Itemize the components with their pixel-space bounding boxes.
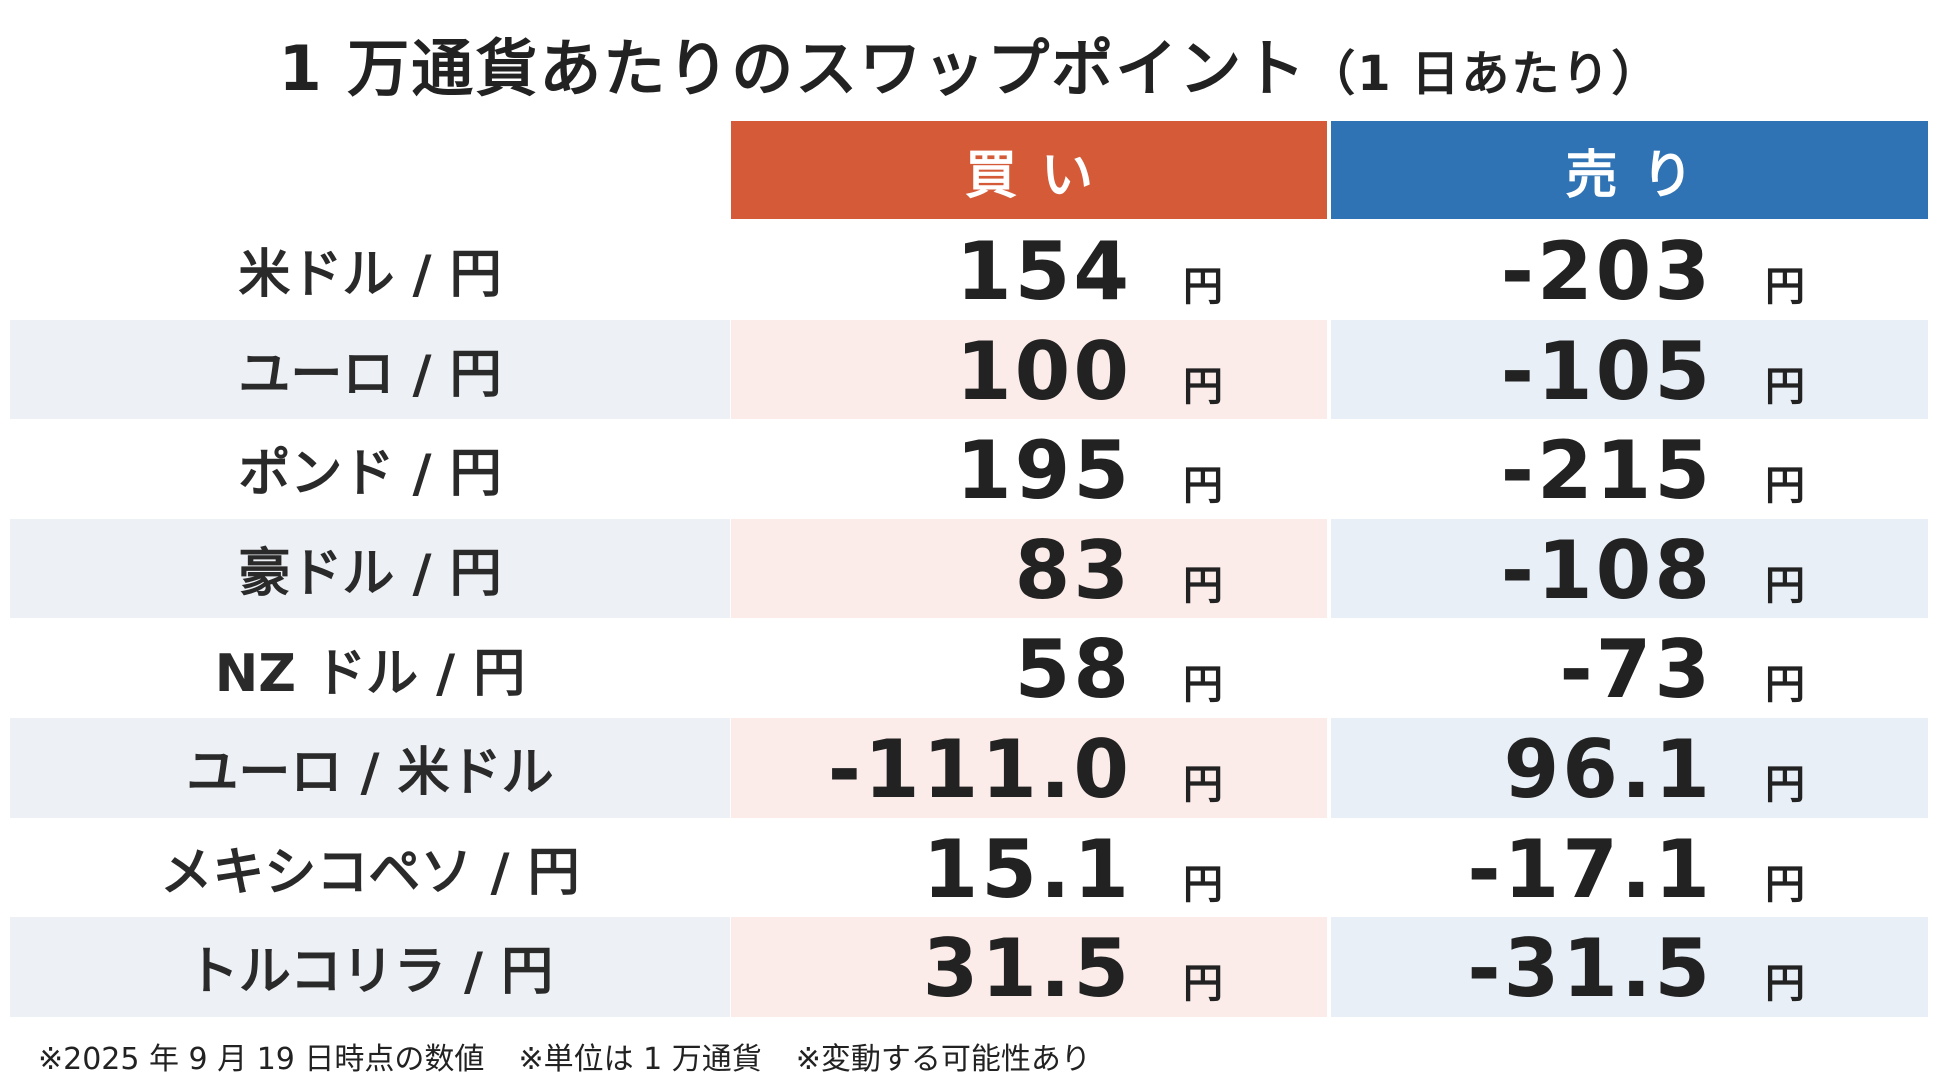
unit: 円 xyxy=(1765,762,1805,808)
value: 100 xyxy=(956,324,1132,418)
unit: 円 xyxy=(1183,363,1223,410)
value: -203 xyxy=(1500,225,1713,318)
row-label-cell: NZ ドル / 円 xyxy=(10,618,730,718)
unit: 円 xyxy=(1183,562,1223,609)
value-cell xyxy=(1331,419,1928,519)
unit: 円 xyxy=(1183,463,1223,510)
value: 96.1 xyxy=(1503,723,1713,816)
value: -73 xyxy=(1559,623,1713,717)
value-cell xyxy=(731,817,1327,918)
unit: 円 xyxy=(1183,961,1223,1008)
unit: 円 xyxy=(1765,264,1805,310)
notes: ※2025 年 9 月 19 日時点の数値 ※単位は 1 万通貨 ※変動する可能性あ… xyxy=(38,1034,1125,1078)
value-cell xyxy=(731,917,1327,1017)
unit: 円 xyxy=(1183,264,1223,310)
column-header: 買い xyxy=(731,121,1327,219)
value-cell xyxy=(731,718,1327,818)
row-label-cell: ユーロ / 米ドル xyxy=(10,718,730,818)
unit: 円 xyxy=(1765,662,1805,709)
value-cell xyxy=(731,220,1327,320)
row-label-cell: トルコリラ / 円 xyxy=(10,917,730,1017)
unit: 円 xyxy=(1765,861,1805,908)
value-cell xyxy=(1331,618,1928,718)
row-label-cell: メキシコペソ / 円 xyxy=(10,817,730,918)
value-cell xyxy=(1331,917,1928,1017)
row-label-cell: 米ドル / 円 xyxy=(10,220,730,320)
value-cell xyxy=(1331,518,1928,619)
title: 1 万通貨あたりのスワップポイント（1 日あたり） xyxy=(0,18,1940,108)
value: 154 xyxy=(956,225,1132,318)
value: 15.1 xyxy=(922,822,1132,916)
row-label-cell: ポンド / 円 xyxy=(10,419,730,519)
value: 83 xyxy=(1014,523,1132,617)
row-label-cell: ユーロ / 円 xyxy=(10,319,730,420)
title-sub: （1 日あたり） xyxy=(1307,46,1662,102)
value-cell xyxy=(731,518,1327,619)
unit: 円 xyxy=(1765,562,1805,609)
unit: 円 xyxy=(1183,762,1223,808)
value-cell xyxy=(1331,220,1928,320)
value-cell xyxy=(731,419,1327,519)
value: -108 xyxy=(1500,523,1713,617)
value: -215 xyxy=(1500,424,1713,518)
note: ※変動する可能性あり xyxy=(795,1042,1091,1077)
value-cell xyxy=(1331,718,1928,818)
value-cell xyxy=(731,618,1327,718)
value: -105 xyxy=(1500,324,1713,418)
note: ※2025 年 9 月 19 日時点の数値 xyxy=(38,1042,485,1077)
value: -111.0 xyxy=(827,723,1132,816)
unit: 円 xyxy=(1765,463,1805,510)
unit: 円 xyxy=(1183,662,1223,709)
value-cell xyxy=(1331,817,1928,918)
value: 31.5 xyxy=(922,922,1132,1016)
value: 195 xyxy=(956,424,1132,518)
column-header: 売り xyxy=(1331,121,1928,219)
value: -17.1 xyxy=(1467,822,1713,916)
value: -31.5 xyxy=(1467,922,1713,1016)
value-cell xyxy=(731,319,1327,420)
title-main: 1 万通貨あたりのスワップポイント xyxy=(278,32,1308,105)
unit: 円 xyxy=(1765,363,1805,410)
unit: 円 xyxy=(1765,961,1805,1008)
note: ※単位は 1 万通貨 xyxy=(518,1042,762,1077)
unit: 円 xyxy=(1183,861,1223,908)
row-label-cell: 豪ドル / 円 xyxy=(10,518,730,619)
value: 58 xyxy=(1014,623,1132,717)
value-cell xyxy=(1331,319,1928,420)
